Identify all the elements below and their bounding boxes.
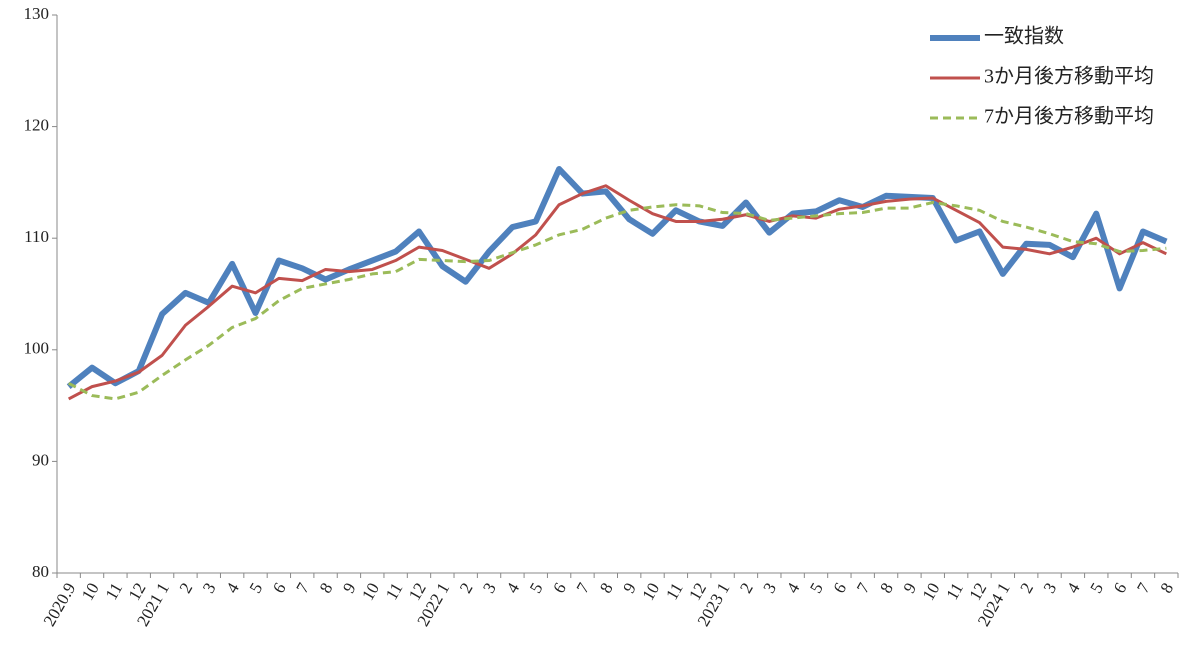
x-tick-label: 10	[638, 579, 663, 603]
legend-label: 3か月後方移動平均	[984, 65, 1154, 88]
x-tick-label: 7	[573, 579, 594, 596]
y-tick-label: 130	[24, 4, 50, 23]
x-tick-label: 5	[246, 579, 267, 596]
x-tick-label: 8	[316, 579, 337, 596]
x-tick-label: 4	[1063, 579, 1084, 596]
x-tick-label: 9	[900, 579, 921, 596]
x-tick-label: 5	[526, 579, 547, 596]
x-tick-label: 4	[503, 579, 524, 596]
x-tick-label: 2	[456, 579, 477, 596]
series-line	[66, 166, 1168, 389]
x-tick-label: 2	[736, 579, 757, 596]
x-tick-label: 6	[269, 579, 290, 596]
x-tick-label: 6	[549, 579, 570, 596]
y-tick-label: 110	[24, 227, 49, 246]
series-line	[67, 184, 1167, 401]
x-tick-label: 10	[78, 579, 103, 603]
x-tick-label: 11	[102, 579, 127, 603]
legend-label: 一致指数	[984, 25, 1064, 48]
x-tick-label: 6	[1110, 579, 1131, 596]
x-tick-label: 10	[358, 579, 383, 603]
x-tick-label: 8	[876, 579, 897, 596]
x-tick-label: 11	[662, 579, 687, 603]
x-tick-label: 7	[292, 579, 313, 596]
x-tick-label: 5	[806, 579, 827, 596]
x-tick-label: 11	[382, 579, 407, 603]
x-tick-label: 9	[339, 579, 360, 596]
x-tick-label: 3	[199, 579, 220, 596]
y-tick-label: 80	[32, 562, 49, 581]
x-tick-label: 10	[919, 579, 944, 603]
x-tick-label: 9	[619, 579, 640, 596]
x-tick-label: 7	[1133, 579, 1154, 596]
y-tick-label: 100	[24, 339, 50, 358]
x-tick-label: 5	[1086, 579, 1107, 596]
x-tick-label: 8	[1156, 579, 1177, 596]
x-tick-label: 2020.9	[40, 579, 80, 629]
x-tick-label: 11	[942, 579, 967, 603]
x-tick-label: 6	[830, 579, 851, 596]
x-tick-label: 3	[1040, 579, 1061, 596]
x-tick-label: 2	[1016, 579, 1037, 596]
y-tick-label: 120	[24, 116, 50, 135]
x-tick-label: 8	[596, 579, 617, 596]
legend-label: 7か月後方移動平均	[984, 105, 1154, 128]
x-tick-label: 4	[222, 579, 243, 596]
x-tick-label: 3	[479, 579, 500, 596]
x-tick-label: 4	[783, 579, 804, 596]
x-tick-label: 7	[853, 579, 874, 596]
series-line	[67, 200, 1167, 401]
x-tick-label: 3	[759, 579, 780, 596]
x-tick-label: 2	[176, 579, 197, 596]
y-tick-label: 90	[32, 450, 49, 469]
